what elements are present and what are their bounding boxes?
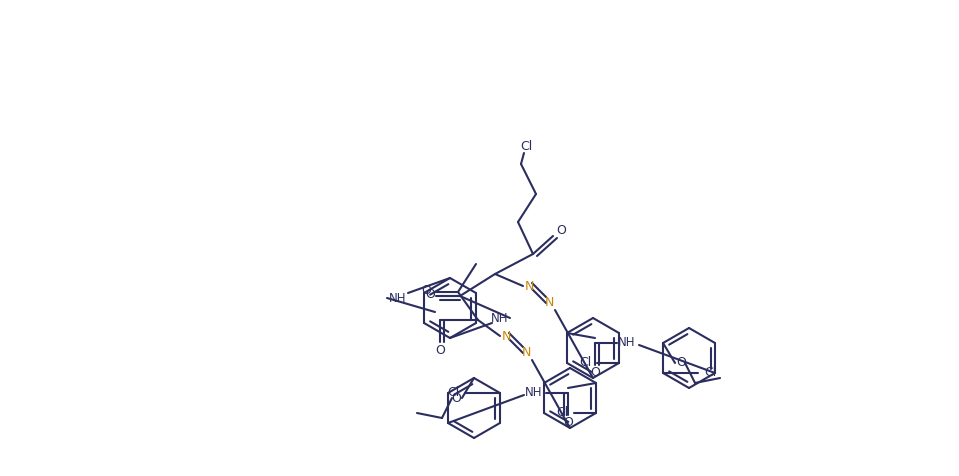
Text: O: O [421, 284, 431, 297]
Text: N: N [522, 346, 530, 358]
Text: N: N [525, 279, 534, 292]
Text: O: O [451, 391, 461, 405]
Text: O: O [676, 357, 686, 369]
Text: O: O [590, 367, 600, 379]
Text: O: O [435, 344, 445, 357]
Text: NH: NH [389, 291, 407, 305]
Text: O: O [425, 288, 435, 300]
Text: NH: NH [491, 311, 509, 325]
Text: O: O [556, 225, 566, 238]
Text: Cl: Cl [520, 139, 532, 152]
Text: N: N [545, 296, 553, 308]
Text: Cl: Cl [556, 407, 568, 419]
Text: Cl: Cl [704, 367, 716, 379]
Text: NH: NH [526, 387, 543, 399]
Text: O: O [563, 416, 573, 429]
Text: NH: NH [619, 337, 636, 349]
Text: Cl: Cl [447, 387, 459, 399]
Text: N: N [502, 329, 511, 343]
Text: Cl: Cl [579, 357, 591, 369]
